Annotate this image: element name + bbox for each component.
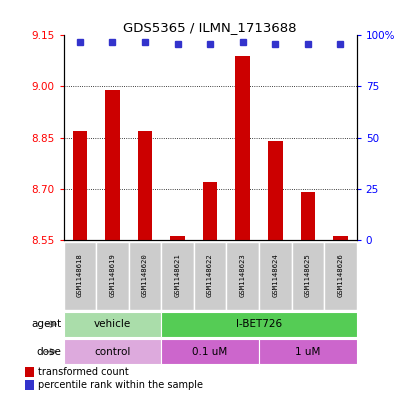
Bar [267, 141, 282, 240]
Bar [170, 236, 184, 240]
Text: percentile rank within the sample: percentile rank within the sample [38, 380, 202, 389]
Text: GSM1148620: GSM1148620 [142, 253, 148, 297]
Bar [105, 90, 119, 240]
Bar [332, 236, 347, 240]
Bar [128, 242, 161, 310]
Bar [25, 380, 34, 390]
Text: GSM1148623: GSM1148623 [239, 253, 245, 297]
Bar [63, 339, 161, 364]
Bar [137, 131, 152, 240]
Bar [258, 242, 291, 310]
Text: GSM1148624: GSM1148624 [272, 253, 278, 297]
Text: control: control [94, 347, 130, 357]
Bar [161, 339, 258, 364]
Bar [63, 312, 161, 337]
Bar [25, 367, 34, 377]
Text: GSM1148621: GSM1148621 [174, 253, 180, 297]
Text: dose: dose [36, 347, 61, 357]
Bar [291, 242, 324, 310]
Bar [161, 242, 193, 310]
Bar [202, 182, 217, 240]
Bar [324, 242, 356, 310]
Bar [161, 312, 356, 337]
Bar [300, 192, 315, 240]
Text: GSM1148622: GSM1148622 [207, 253, 213, 297]
Text: 0.1 uM: 0.1 uM [192, 347, 227, 357]
Bar [235, 56, 249, 240]
Text: vehicle: vehicle [94, 319, 131, 329]
Text: GSM1148625: GSM1148625 [304, 253, 310, 297]
Text: GSM1148626: GSM1148626 [337, 253, 343, 297]
Bar [63, 242, 96, 310]
Bar [72, 131, 87, 240]
Text: 1 uM: 1 uM [294, 347, 320, 357]
Text: I-BET726: I-BET726 [235, 319, 281, 329]
Text: transformed count: transformed count [38, 367, 128, 377]
Text: GSM1148618: GSM1148618 [76, 253, 83, 297]
Text: agent: agent [31, 319, 61, 329]
Bar [258, 339, 356, 364]
Text: GSM1148619: GSM1148619 [109, 253, 115, 297]
Bar [226, 242, 258, 310]
Bar [193, 242, 226, 310]
Bar [96, 242, 128, 310]
Title: GDS5365 / ILMN_1713688: GDS5365 / ILMN_1713688 [123, 21, 296, 34]
